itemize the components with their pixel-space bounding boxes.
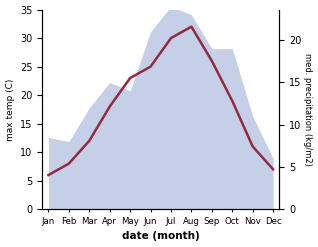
Y-axis label: med. precipitation (kg/m2): med. precipitation (kg/m2)	[303, 53, 313, 166]
X-axis label: date (month): date (month)	[122, 231, 200, 242]
Y-axis label: max temp (C): max temp (C)	[5, 78, 15, 141]
